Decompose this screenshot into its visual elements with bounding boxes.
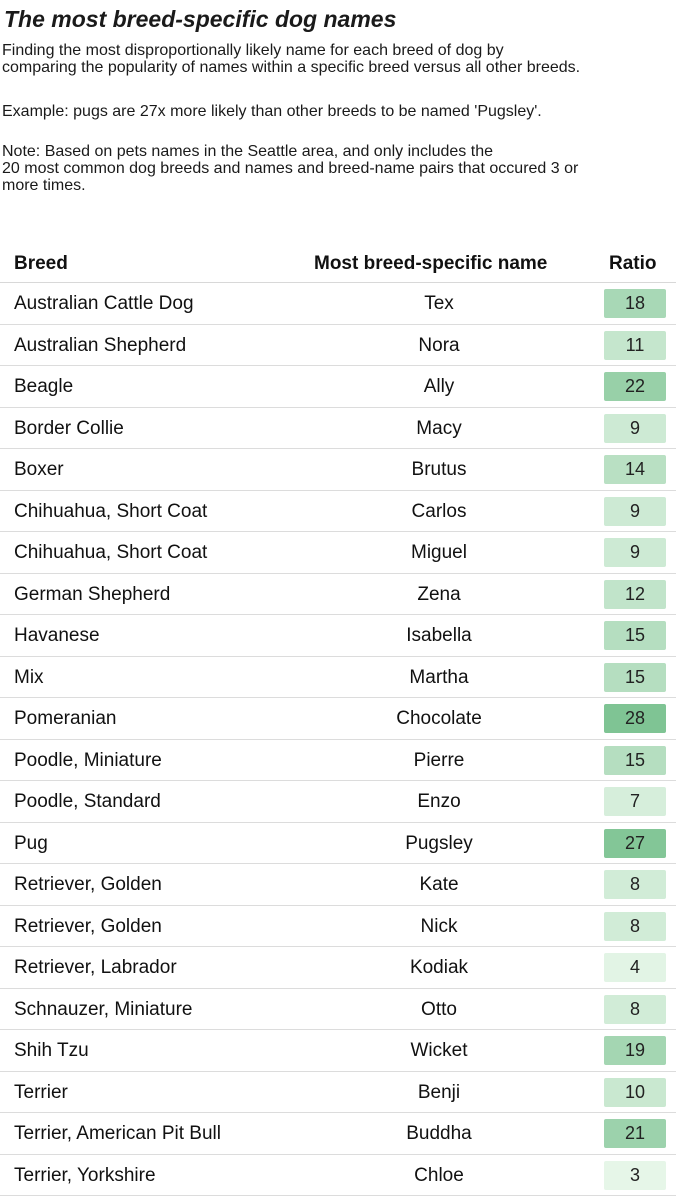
table-row: German Shepherd Zena 12 bbox=[0, 574, 676, 615]
name-cell: Ally bbox=[423, 376, 455, 397]
chart-title: The most breed-specific dog names bbox=[4, 6, 397, 32]
table-row: Australian Shepherd Nora 11 bbox=[0, 325, 676, 366]
ratio-cell: 9 bbox=[604, 538, 666, 567]
breed-cell: Boxer bbox=[14, 459, 64, 480]
table-row: Shih Tzu Wicket 19 bbox=[0, 1030, 676, 1072]
breed-cell: Australian Shepherd bbox=[14, 334, 187, 356]
table-header: Breed Most breed-specific name Ratio bbox=[0, 241, 676, 283]
name-cell: Tex bbox=[424, 293, 454, 314]
name-cell: Kodiak bbox=[409, 957, 469, 978]
ratio-cell: 8 bbox=[604, 870, 666, 899]
name-cell: Enzo bbox=[417, 791, 461, 812]
name-cell: Isabella bbox=[406, 625, 472, 646]
breed-cell: Shih Tzu bbox=[14, 1040, 89, 1061]
table-row: Pug Pugsley 27 bbox=[0, 823, 676, 864]
ratio-cell: 15 bbox=[604, 662, 666, 692]
ratio-cell: 11 bbox=[604, 330, 666, 360]
table-row: Havanese Isabella 15 bbox=[0, 615, 676, 657]
breed-name-table: Breed Most breed-specific name Ratio Aus… bbox=[0, 241, 676, 1196]
breed-cell: Havanese bbox=[14, 625, 100, 646]
note-text: Note: Based on pets names in the Seattle… bbox=[2, 143, 579, 194]
table-row: Chihuahua, Short Coat Miguel 9 bbox=[0, 532, 676, 574]
breed-cell: Retriever, Golden bbox=[14, 915, 162, 937]
table-row: Mix Martha 15 bbox=[0, 657, 676, 698]
breed-cell: Schnauzer, Miniature bbox=[14, 998, 193, 1020]
ratio-cell: 21 bbox=[604, 1119, 666, 1148]
ratio-cell: 7 bbox=[604, 787, 666, 816]
breed-cell: Terrier bbox=[14, 1081, 68, 1103]
name-cell: Pierre bbox=[413, 749, 465, 771]
name-cell: Pugsley bbox=[405, 832, 473, 854]
ratio-cell: 8 bbox=[604, 994, 666, 1024]
name-cell: Chloe bbox=[414, 1164, 464, 1186]
ratio-cell: 12 bbox=[604, 579, 666, 609]
table-body: Australian Cattle Dog Tex 18 Australian She… bbox=[0, 283, 676, 1196]
name-cell: Kate bbox=[419, 874, 459, 895]
table-row: Retriever, Golden Kate 8 bbox=[0, 864, 676, 906]
ratio-cell: 10 bbox=[604, 1077, 666, 1107]
breed-cell: Border Collie bbox=[14, 417, 124, 439]
breed-cell: Terrier, American Pit Bull bbox=[14, 1123, 221, 1144]
name-cell: Brutus bbox=[411, 459, 467, 480]
name-column-header: Most breed-specific name bbox=[314, 253, 548, 274]
ratio-cell: 15 bbox=[604, 621, 666, 650]
breed-cell: Chihuahua, Short Coat bbox=[14, 542, 208, 563]
name-cell: Otto bbox=[421, 998, 457, 1020]
table-row: Pomeranian Chocolate 28 bbox=[0, 698, 676, 740]
name-cell: Wicket bbox=[410, 1040, 468, 1061]
breed-cell: Mix bbox=[14, 666, 44, 688]
ratio-cell: 18 bbox=[604, 289, 666, 318]
table-row: Terrier, American Pit Bull Buddha 21 bbox=[0, 1113, 676, 1155]
table-row: Poodle, Standard Enzo 7 bbox=[0, 781, 676, 823]
ratio-cell: 3 bbox=[604, 1160, 666, 1190]
breed-cell: Terrier, Yorkshire bbox=[14, 1164, 156, 1186]
ratio-cell: 4 bbox=[604, 953, 666, 982]
name-cell: Miguel bbox=[411, 542, 467, 563]
ratio-cell: 27 bbox=[604, 828, 666, 858]
breed-cell: Chihuahua, Short Coat bbox=[14, 500, 208, 522]
table-row: Boxer Brutus 14 bbox=[0, 449, 676, 491]
table-row: Australian Cattle Dog Tex 18 bbox=[0, 283, 676, 325]
name-cell: Zena bbox=[417, 583, 461, 605]
ratio-cell: 22 bbox=[604, 372, 666, 401]
name-cell: Chocolate bbox=[396, 708, 482, 729]
breed-column-header: Breed bbox=[14, 253, 68, 274]
name-cell: Martha bbox=[409, 666, 469, 688]
name-cell: Benji bbox=[417, 1081, 461, 1103]
ratio-column-header: Ratio bbox=[609, 253, 657, 274]
name-cell: Buddha bbox=[406, 1123, 472, 1144]
breed-cell: Beagle bbox=[14, 376, 74, 397]
breed-cell: Pug bbox=[14, 832, 48, 854]
table-row: Chihuahua, Short Coat Carlos 9 bbox=[0, 491, 676, 532]
table-row: Retriever, Labrador Kodiak 4 bbox=[0, 947, 676, 989]
table-row: Terrier, Yorkshire Chloe 3 bbox=[0, 1155, 676, 1196]
table-row: Retriever, Golden Nick 8 bbox=[0, 906, 676, 947]
example-text: Example: pugs are 27x more likely than o… bbox=[2, 103, 542, 120]
name-cell: Nora bbox=[418, 334, 460, 356]
breed-cell: German Shepherd bbox=[14, 583, 171, 605]
intro-text: Finding the most disproportionally likel… bbox=[2, 42, 581, 76]
name-cell: Macy bbox=[416, 417, 462, 439]
breed-cell: Retriever, Golden bbox=[14, 874, 162, 895]
breed-cell: Poodle, Standard bbox=[14, 791, 161, 812]
breed-cell: Poodle, Miniature bbox=[14, 749, 162, 771]
ratio-cell: 28 bbox=[604, 704, 666, 733]
ratio-cell: 14 bbox=[604, 455, 666, 484]
ratio-cell: 8 bbox=[604, 911, 666, 941]
ratio-cell: 9 bbox=[604, 413, 666, 443]
ratio-cell: 15 bbox=[604, 745, 666, 775]
breed-cell: Pomeranian bbox=[14, 708, 117, 729]
name-cell: Nick bbox=[420, 915, 458, 937]
table-row: Border Collie Macy 9 bbox=[0, 408, 676, 449]
table-row: Terrier Benji 10 bbox=[0, 1072, 676, 1113]
table-row: Beagle Ally 22 bbox=[0, 366, 676, 408]
ratio-cell: 19 bbox=[604, 1036, 666, 1065]
table-row: Poodle, Miniature Pierre 15 bbox=[0, 740, 676, 781]
ratio-cell: 9 bbox=[604, 496, 666, 526]
breed-cell: Australian Cattle Dog bbox=[14, 293, 194, 314]
breed-cell: Retriever, Labrador bbox=[14, 957, 177, 978]
name-cell: Carlos bbox=[411, 500, 467, 522]
table-row: Schnauzer, Miniature Otto 8 bbox=[0, 989, 676, 1030]
